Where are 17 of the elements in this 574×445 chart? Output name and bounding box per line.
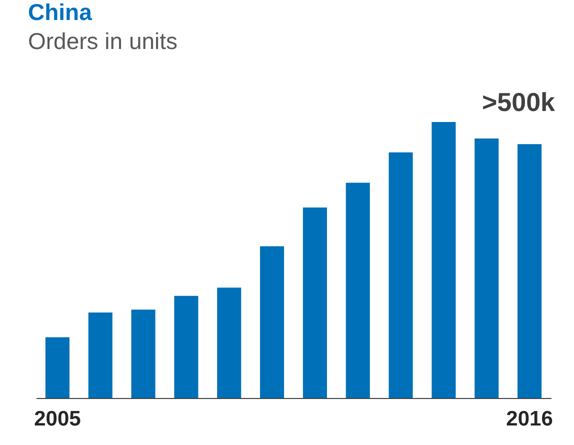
bar bbox=[131, 310, 156, 398]
bar bbox=[518, 144, 542, 398]
bar bbox=[217, 288, 242, 398]
x-tick-label: 2005 bbox=[34, 408, 82, 430]
bar bbox=[260, 246, 284, 398]
text: >500k bbox=[482, 87, 556, 117]
bar bbox=[302, 208, 327, 398]
bar bbox=[432, 122, 456, 398]
bar bbox=[474, 138, 499, 398]
bar bbox=[45, 337, 70, 398]
bar bbox=[388, 152, 413, 398]
chart-subtitle: Orders in units bbox=[28, 28, 178, 54]
x-tick-label: 2016 bbox=[506, 408, 553, 430]
chart-title: China bbox=[28, 0, 92, 25]
bar bbox=[174, 296, 198, 398]
bar bbox=[346, 182, 370, 398]
bar bbox=[88, 312, 112, 398]
